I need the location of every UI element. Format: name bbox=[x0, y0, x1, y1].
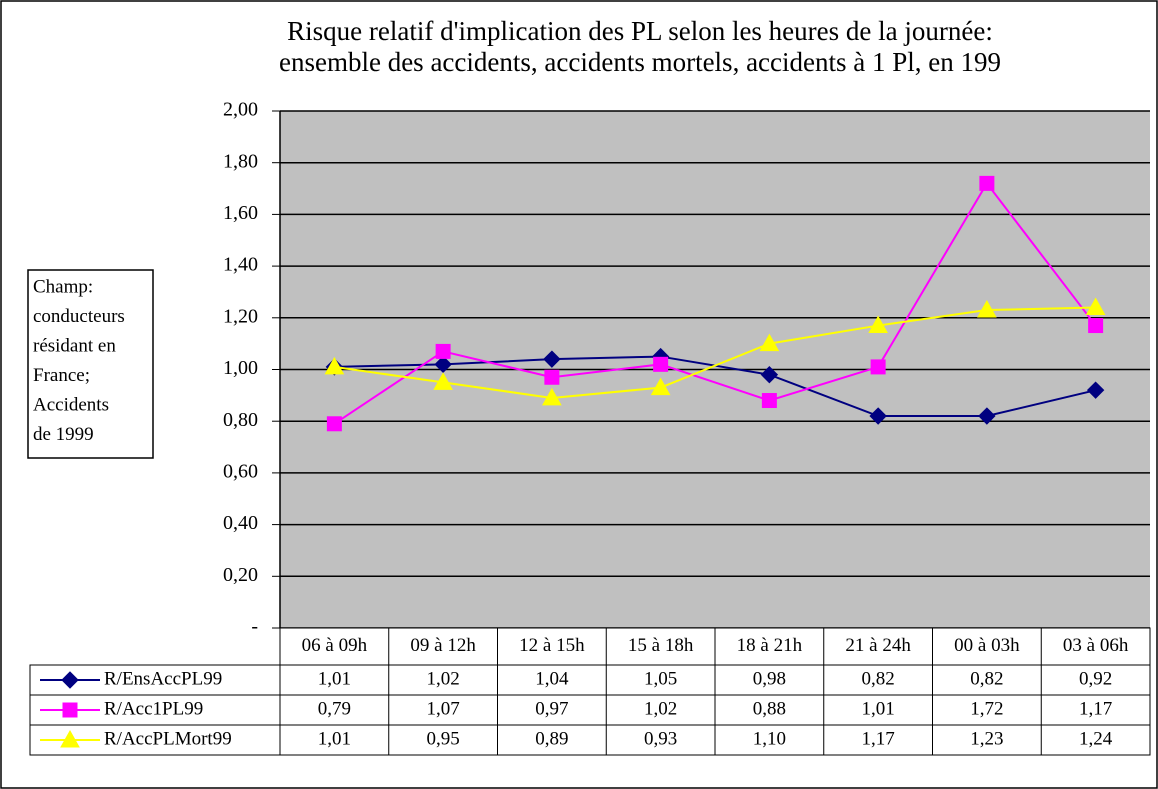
table-value: 1,72 bbox=[970, 698, 1003, 719]
table-value: 1,01 bbox=[318, 668, 351, 689]
annotation-box bbox=[27, 269, 154, 459]
marker bbox=[869, 407, 887, 425]
table-value: 0,82 bbox=[862, 668, 895, 689]
table-value: 0,88 bbox=[753, 698, 786, 719]
table-value: 0,93 bbox=[644, 728, 677, 749]
table-value: 0,97 bbox=[535, 698, 568, 719]
marker bbox=[60, 729, 80, 748]
table-value: 0,89 bbox=[535, 728, 568, 749]
annotation-line: résidant en bbox=[33, 335, 116, 356]
series-line bbox=[334, 306, 1096, 399]
marker bbox=[543, 350, 561, 368]
table-value: 1,07 bbox=[427, 698, 460, 719]
table-value: 0,95 bbox=[427, 728, 460, 749]
marker bbox=[542, 387, 562, 406]
table-value: 1,05 bbox=[644, 668, 677, 689]
table-value: 1,01 bbox=[862, 698, 895, 719]
x-tick-label: 15 à 18h bbox=[628, 635, 694, 656]
marker bbox=[434, 355, 452, 374]
marker bbox=[978, 407, 996, 425]
marker bbox=[326, 416, 342, 432]
table-value: 1,02 bbox=[427, 668, 460, 689]
annotation-line: Accidents bbox=[33, 394, 109, 415]
marker bbox=[759, 333, 780, 352]
marker bbox=[653, 356, 669, 372]
annotation-line: de 1999 bbox=[33, 424, 94, 445]
marker bbox=[760, 365, 779, 384]
marker bbox=[1086, 381, 1105, 399]
marker bbox=[977, 300, 997, 318]
table-value: 1,02 bbox=[644, 698, 677, 719]
x-tick-label: 00 à 03h bbox=[954, 635, 1020, 656]
legend-label: R/EnsAccPL99 bbox=[104, 668, 222, 689]
x-tick-label: 12 à 15h bbox=[519, 635, 585, 656]
marker bbox=[544, 369, 560, 385]
table-value: 0,98 bbox=[753, 668, 786, 689]
series-line bbox=[333, 181, 1097, 425]
table-value: 1,10 bbox=[753, 728, 786, 749]
table-value: 1,23 bbox=[970, 728, 1003, 749]
chart-subtitle: ensemble des accidents, accidents mortel… bbox=[279, 47, 1001, 77]
table-value: 0,82 bbox=[970, 668, 1003, 689]
legend-label: R/Acc1PL99 bbox=[104, 698, 203, 719]
y-tick-label: 0,60 bbox=[223, 460, 258, 482]
x-tick-label: 18 à 21h bbox=[737, 635, 803, 656]
annotation-line: Champ: bbox=[33, 276, 93, 297]
marker bbox=[761, 393, 777, 409]
data-table-body bbox=[29, 664, 1151, 756]
y-tick-label: 1,20 bbox=[223, 305, 258, 327]
y-tick-label: 1,60 bbox=[223, 202, 258, 224]
table-value: 1,17 bbox=[1079, 698, 1112, 719]
marker bbox=[979, 175, 995, 191]
marker bbox=[324, 356, 345, 375]
y-tick-label: - bbox=[251, 616, 258, 638]
marker bbox=[868, 315, 888, 334]
marker bbox=[433, 372, 453, 390]
table-value: 0,92 bbox=[1079, 668, 1112, 689]
y-tick-label: 1,00 bbox=[223, 357, 258, 379]
table-value: 1,04 bbox=[535, 668, 569, 689]
marker bbox=[650, 377, 671, 396]
table-value: 0,79 bbox=[318, 698, 351, 719]
y-tick-label: 0,80 bbox=[223, 409, 258, 431]
x-tick-label: 06 à 09h bbox=[302, 635, 368, 656]
x-tick-label: 09 à 12h bbox=[410, 635, 476, 656]
marker bbox=[62, 702, 78, 718]
y-tick-label: 1,40 bbox=[223, 254, 258, 276]
legend-label: R/AccPLMort99 bbox=[104, 728, 232, 749]
marker bbox=[1085, 297, 1106, 315]
annotation-line: conducteurs bbox=[33, 306, 125, 327]
x-tick-label: 03 à 06h bbox=[1063, 635, 1129, 656]
table-value: 1,01 bbox=[318, 728, 351, 749]
marker bbox=[61, 671, 79, 689]
y-tick-label: 0,20 bbox=[223, 564, 258, 586]
table-value: 1,24 bbox=[1079, 728, 1113, 749]
marker bbox=[1088, 318, 1104, 334]
chart-title: Risque relatif d'implication des PL selo… bbox=[287, 16, 993, 46]
x-tick-label: 21 à 24h bbox=[845, 635, 911, 656]
marker bbox=[435, 343, 451, 359]
table-value: 1,17 bbox=[862, 728, 895, 749]
y-tick-label: 2,00 bbox=[223, 99, 258, 121]
y-tick-label: 0,40 bbox=[223, 512, 258, 534]
annotation-line: France; bbox=[33, 365, 90, 386]
marker bbox=[870, 359, 886, 375]
y-tick-label: 1,80 bbox=[223, 150, 258, 172]
